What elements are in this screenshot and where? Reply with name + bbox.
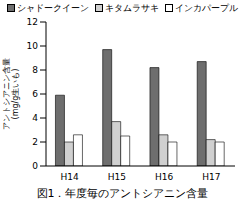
html-text:インカパープル: インカパープル bbox=[175, 2, 238, 13]
html-text:キタムラサキ: キタムラサキ bbox=[105, 2, 159, 13]
svg-text:H17: H17 bbox=[202, 172, 220, 182]
svg-text:4: 4 bbox=[32, 113, 38, 123]
svg-text:H15: H15 bbox=[108, 172, 126, 182]
svg-text:6: 6 bbox=[32, 89, 38, 99]
svg-text:8: 8 bbox=[32, 65, 38, 75]
svg-text:10: 10 bbox=[27, 41, 39, 51]
svg-text:2: 2 bbox=[32, 137, 38, 147]
html-text:シャドークイーン: シャドークイーン bbox=[17, 2, 89, 13]
svg-text:0: 0 bbox=[32, 161, 38, 171]
html-text:図1．年度毎のアントシアニン含量: 図1．年度毎のアントシアニン含量 bbox=[36, 187, 209, 200]
svg-text:アントシアニン含量(mg/g生いも): アントシアニン含量(mg/g生いも) bbox=[8, 58, 20, 130]
svg-text:12: 12 bbox=[27, 17, 38, 27]
svg-text:H14: H14 bbox=[61, 172, 79, 182]
svg-text:H16: H16 bbox=[155, 172, 173, 182]
